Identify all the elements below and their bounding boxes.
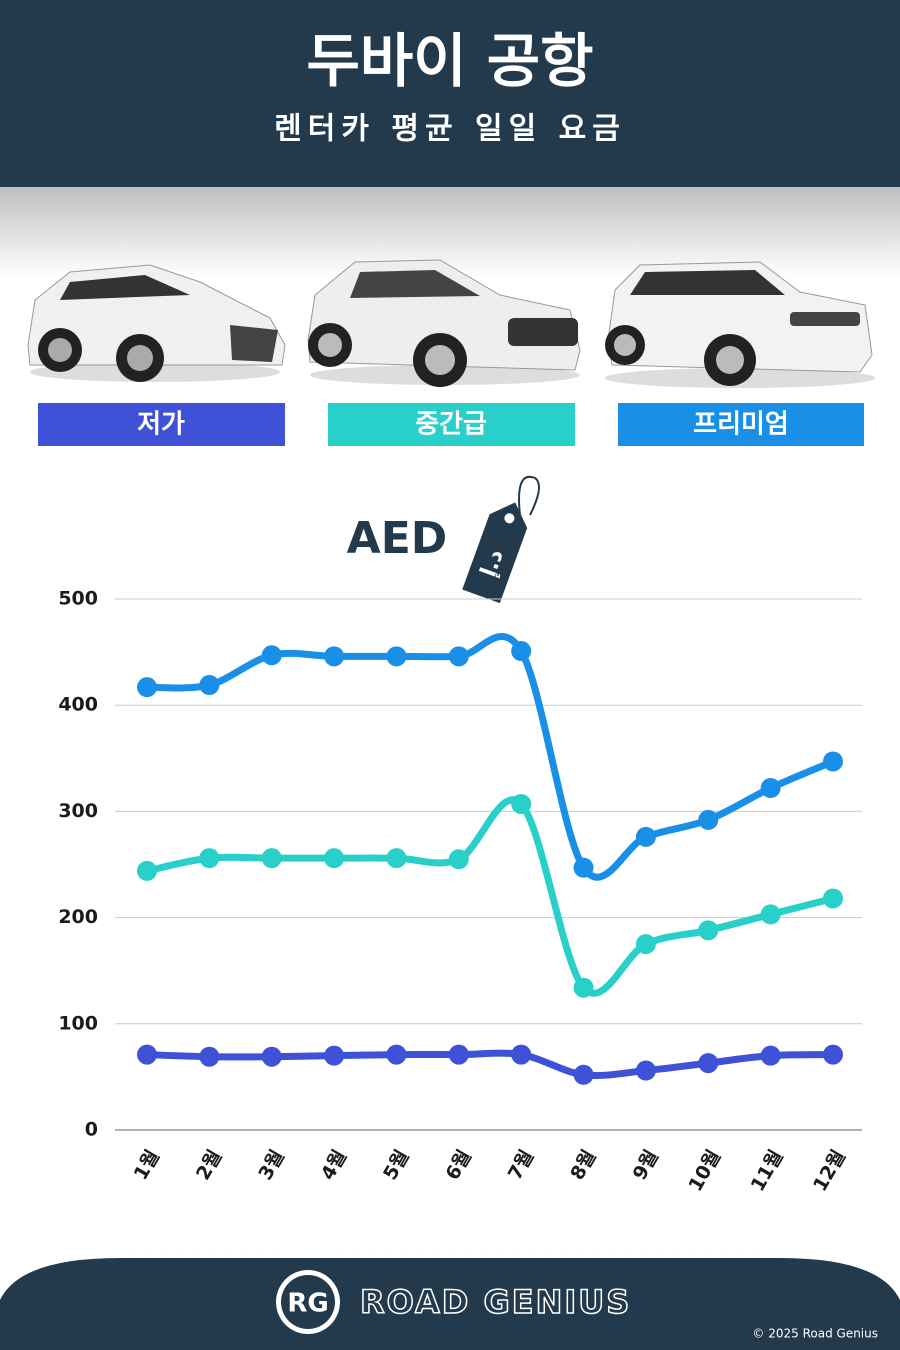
price-tag: د.إ (462, 475, 540, 604)
data-point (261, 1046, 282, 1067)
series-line (146, 796, 834, 997)
data-point (823, 888, 843, 909)
logo-circle (281, 1275, 335, 1329)
data-point (137, 1044, 157, 1065)
subtitle: 렌터카 평균 일일 요금 (274, 112, 626, 147)
data-point (635, 934, 656, 955)
car-budget (27, 264, 286, 382)
x-tick-label: 2월 (192, 1146, 226, 1184)
y-tick-label: 500 (58, 588, 98, 610)
data-point (261, 848, 282, 869)
data-point (573, 857, 594, 878)
data-point (823, 751, 843, 772)
legend-label: 프리미엄 (693, 410, 789, 440)
logo: RG (287, 1289, 328, 1319)
x-tick-label: 3월 (254, 1146, 288, 1184)
data-point (511, 641, 532, 662)
data-point (698, 1053, 719, 1074)
data-point (698, 920, 719, 941)
legend-label: 중간급 (415, 410, 487, 440)
x-tick-label: 11월 (747, 1146, 788, 1195)
legend-swatch (328, 403, 575, 446)
data-point (386, 646, 407, 667)
data-point (324, 646, 345, 667)
data-point (760, 904, 781, 925)
series-line (146, 633, 835, 881)
x-tick-label: 8월 (566, 1146, 600, 1184)
data-point (199, 848, 220, 869)
data-point (137, 860, 157, 881)
x-tick-label: 10월 (684, 1146, 725, 1195)
x-tick-label: 5월 (379, 1146, 413, 1184)
brand: ROAD GENIUS (360, 1283, 631, 1321)
y-tick-label: 0 (85, 1119, 98, 1141)
y-tick-label: 100 (58, 1012, 98, 1034)
legend-swatch (38, 403, 285, 446)
plot: 0 100 200 300 400 500 1월 2월 3월 4월 5월 6월 7월 8월 9월 10월 11월… (58, 588, 862, 1195)
data-point (511, 793, 532, 814)
data-point (760, 778, 781, 799)
data-point (823, 1044, 843, 1065)
x-tick-label: 4월 (317, 1146, 351, 1184)
data-point (511, 1044, 532, 1065)
x-tick-label: 1월 (130, 1146, 164, 1184)
data-point (760, 1045, 781, 1066)
series-line (146, 1049, 834, 1080)
y-tick-label: 400 (58, 694, 98, 716)
data-point (698, 809, 719, 830)
title: 두바이 공항 (307, 27, 594, 95)
data-point (324, 1045, 345, 1066)
legend-label: 저가 (137, 410, 185, 440)
y-tick-label: 300 (58, 800, 98, 822)
car-mid (307, 259, 581, 387)
data-point (635, 826, 656, 847)
footer (0, 1258, 900, 1350)
data-point (448, 646, 469, 667)
data-point (573, 1064, 594, 1085)
x-tick-label: 6월 (442, 1146, 476, 1184)
legend-swatch (618, 403, 864, 446)
copyright: © 2025 Road Genius (752, 1327, 878, 1341)
data-point (261, 645, 282, 666)
x-tick-label: 7월 (504, 1146, 538, 1184)
car-premium (605, 261, 875, 388)
data-point (137, 677, 157, 698)
data-point (324, 848, 345, 869)
data-point (635, 1060, 656, 1081)
data-point (199, 675, 220, 696)
y-tick-label: 200 (58, 906, 98, 928)
x-tick-label: 12월 (809, 1146, 850, 1195)
data-point (448, 1044, 469, 1065)
data-point (386, 1044, 407, 1065)
header-shadow (0, 187, 900, 277)
data-point (386, 848, 407, 869)
x-tick-label: 9월 (629, 1146, 663, 1184)
data-point (448, 849, 469, 870)
header (0, 0, 900, 187)
unit-label: AED (347, 513, 448, 564)
data-point (199, 1046, 220, 1067)
data-point (573, 977, 594, 998)
